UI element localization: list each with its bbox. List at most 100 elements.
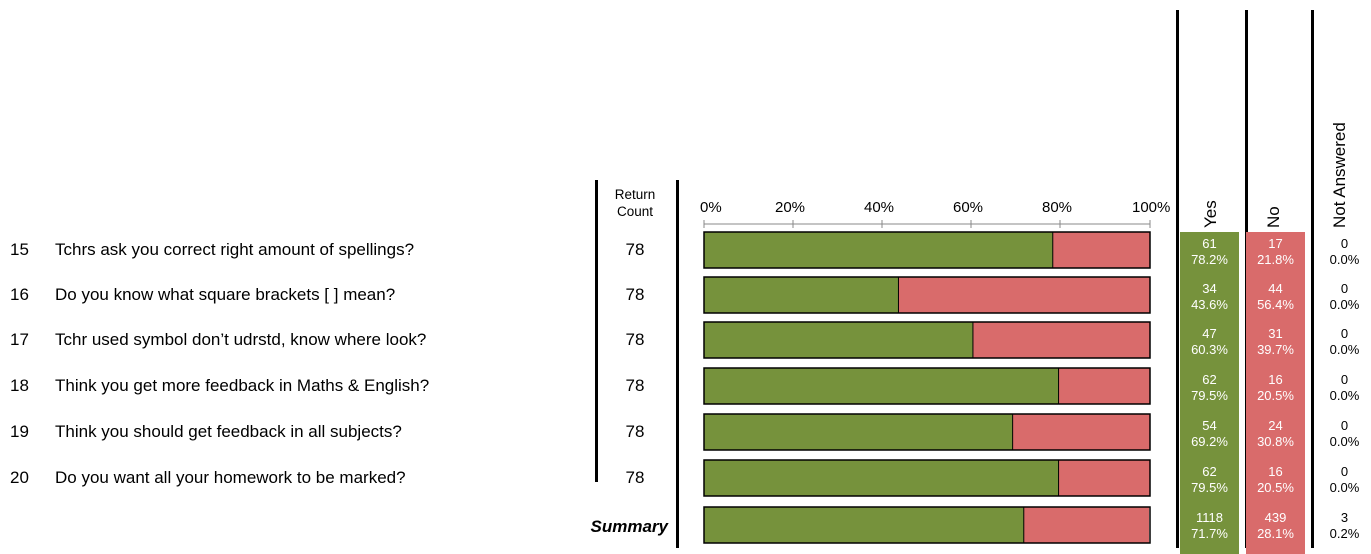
axis-tick-label: 100% [1132, 199, 1171, 216]
cell-not-answered: 0 0.0% [1315, 460, 1371, 508]
cell-yes-percent: 79.5% [1191, 388, 1228, 403]
axis-tick-label: 80% [1042, 199, 1073, 216]
return-count-value: 78 [625, 330, 645, 349]
axis-tick-label: 40% [864, 199, 895, 216]
bar-outline [703, 276, 1151, 314]
column-header-yes: Yes [1201, 200, 1220, 228]
bar-segment-yes [704, 460, 1059, 496]
bar-outline [703, 321, 1151, 359]
question-number: 17 [10, 330, 29, 349]
cell-no: 439 28.1% [1246, 506, 1305, 554]
cell-no-count: 31 [1268, 326, 1283, 341]
cell-yes-count: 1118 [1196, 510, 1223, 525]
bar-outline [703, 459, 1151, 497]
cell-no: 16 20.5% [1246, 368, 1305, 416]
cell-yes: 34 43.6% [1180, 277, 1239, 325]
cell-not-answered: 0 0.0% [1315, 232, 1371, 280]
bar-segment-no [1058, 460, 1150, 496]
cell-yes-count: 62 [1202, 372, 1217, 387]
cell-no-count: 16 [1268, 372, 1283, 387]
cell-no-count: 24 [1268, 418, 1283, 433]
bar-segment-yes [704, 277, 899, 313]
cell-not-answered-percent: 0.0% [1329, 388, 1360, 403]
question-text: Think you get more feedback in Maths & E… [55, 376, 430, 395]
bar-outline [703, 231, 1151, 269]
cell-yes-count: 62 [1202, 464, 1217, 479]
cell-not-answered-percent: 0.0% [1329, 297, 1360, 312]
cell-no: 31 39.7% [1246, 322, 1305, 370]
cell-yes-percent: 71.7% [1191, 526, 1228, 541]
question-number: 16 [10, 285, 29, 304]
cell-no-count: 17 [1268, 236, 1283, 251]
cell-not-answered-percent: 0.0% [1329, 342, 1360, 357]
bar-segment-yes [704, 507, 1024, 543]
cell-no-count: 16 [1268, 464, 1283, 479]
axis-tick-label: 20% [775, 199, 806, 216]
cell-no: 16 20.5% [1246, 460, 1305, 508]
bar-outline [703, 367, 1151, 405]
cell-yes-percent: 78.2% [1191, 252, 1228, 267]
bar-outline [703, 506, 1151, 544]
cell-yes: 47 60.3% [1180, 322, 1239, 370]
bar-segment-yes [704, 368, 1059, 404]
cell-not-answered: 0 0.0% [1315, 322, 1371, 370]
cell-not-answered-count: 0 [1340, 372, 1349, 387]
cell-yes-percent: 79.5% [1191, 480, 1228, 495]
question-text: Tchr used symbol don’t udrstd, know wher… [55, 330, 427, 349]
cell-yes: 61 78.2% [1180, 232, 1239, 280]
question-number: 15 [10, 240, 29, 259]
question-text: Think you should get feedback in all sub… [55, 422, 402, 441]
cell-not-answered-count: 0 [1340, 464, 1349, 479]
cell-not-answered-percent: 0.0% [1329, 252, 1360, 267]
cell-yes: 62 79.5% [1180, 460, 1239, 508]
cell-no-percent: 20.5% [1257, 388, 1294, 403]
column-header-no: No [1264, 206, 1283, 228]
cell-not-answered: 0 0.0% [1315, 368, 1371, 416]
cell-yes-count: 34 [1202, 281, 1217, 296]
question-number: 18 [10, 376, 29, 395]
cell-not-answered-count: 0 [1340, 236, 1349, 251]
cell-yes-percent: 43.6% [1191, 297, 1228, 312]
return-count-header-line2: Count [616, 204, 654, 219]
cell-yes-count: 47 [1202, 326, 1217, 341]
bar-segment-yes [704, 414, 1013, 450]
return-count-value: 78 [625, 240, 645, 259]
cell-no-count: 439 [1264, 510, 1287, 525]
bar-segment-not-answered [1149, 507, 1150, 543]
cell-no-percent: 56.4% [1257, 297, 1294, 312]
column-header-not-answered: Not Answered [1330, 122, 1349, 228]
return-count-value: 78 [625, 376, 645, 395]
cell-no: 17 21.8% [1246, 232, 1305, 280]
cell-not-answered-percent: 0.0% [1329, 434, 1360, 449]
cell-no-percent: 39.7% [1257, 342, 1294, 357]
cell-yes-percent: 69.2% [1191, 434, 1228, 449]
bar-segment-no [972, 322, 1150, 358]
cell-yes: 1118 71.7% [1180, 506, 1239, 554]
cell-not-answered-percent: 0.0% [1329, 480, 1360, 495]
axis-tick-label: 0% [700, 199, 722, 216]
cell-not-answered-percent: 0.2% [1329, 526, 1360, 541]
cell-yes-count: 61 [1202, 236, 1217, 251]
question-number: 19 [10, 422, 29, 441]
return-count-header-line1: Return [614, 187, 656, 202]
cell-not-answered: 0 0.0% [1315, 277, 1371, 325]
question-text: Do you know what square brackets [ ] mea… [55, 285, 396, 304]
cell-not-answered-count: 0 [1340, 326, 1349, 341]
cell-no-percent: 30.8% [1257, 434, 1294, 449]
cell-not-answered-count: 3 [1340, 510, 1349, 525]
cell-not-answered: 0 0.0% [1315, 414, 1371, 462]
return-count-value: 78 [625, 422, 645, 441]
cell-not-answered-count: 0 [1340, 418, 1349, 433]
cell-no: 44 56.4% [1246, 277, 1305, 325]
question-text: Tchrs ask you correct right amount of sp… [55, 240, 415, 259]
bar-outline [703, 413, 1151, 451]
cell-no-percent: 20.5% [1257, 480, 1294, 495]
separator-chart [676, 180, 679, 548]
cell-no-percent: 28.1% [1257, 526, 1294, 541]
return-count-value: 78 [625, 468, 645, 487]
cell-yes: 54 69.2% [1180, 414, 1239, 462]
bar-segment-yes [704, 322, 973, 358]
cell-yes-percent: 60.3% [1191, 342, 1228, 357]
question-number: 20 [10, 468, 29, 487]
return-count-header: Return Count [603, 186, 667, 220]
